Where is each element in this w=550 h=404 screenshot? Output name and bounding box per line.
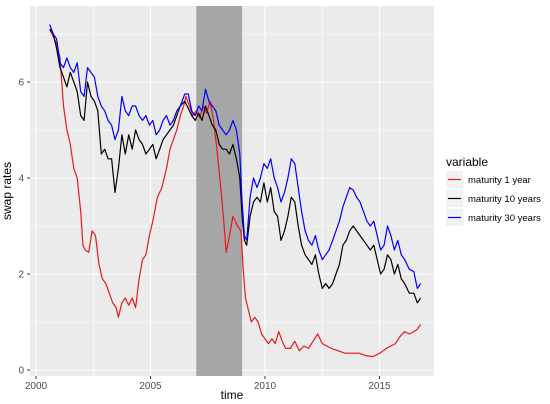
legend-item-2: maturity 10 years	[446, 190, 541, 207]
legend-item-3: maturity 30 years	[446, 209, 541, 226]
y-axis-title: swap rates	[0, 162, 14, 220]
legend-title: variable	[446, 155, 488, 169]
series-lines	[49, 24, 422, 358]
legend-items: maturity 1 year maturity 10 years maturity…	[446, 171, 541, 226]
x-tick-label: 2010	[254, 381, 277, 392]
y-tick-label: 0	[18, 366, 24, 377]
x-tick-label: 2005	[139, 381, 162, 392]
series-line-2	[49, 28, 422, 304]
shaded-period	[196, 6, 243, 376]
x-axis-ticks: 2000 2005 2010 2015	[25, 376, 391, 392]
x-tick-label: 2000	[25, 381, 48, 392]
x-tick-label: 2015	[368, 381, 391, 392]
x-axis-title: time	[221, 388, 244, 402]
y-tick-label: 6	[18, 78, 24, 89]
series-line-1	[49, 28, 422, 358]
legend-item-1: maturity 1 year	[446, 171, 531, 188]
series-line-3	[49, 24, 422, 289]
y-tick-label: 4	[18, 174, 24, 185]
legend: variable maturity 1 year maturity 10 year…	[446, 155, 541, 226]
y-axis-ticks: 0 2 4 6	[18, 78, 30, 377]
legend-label: maturity 1 year	[468, 175, 531, 186]
legend-label: maturity 30 years	[468, 213, 541, 224]
y-tick-label: 2	[18, 270, 24, 281]
legend-label: maturity 10 years	[468, 194, 541, 205]
